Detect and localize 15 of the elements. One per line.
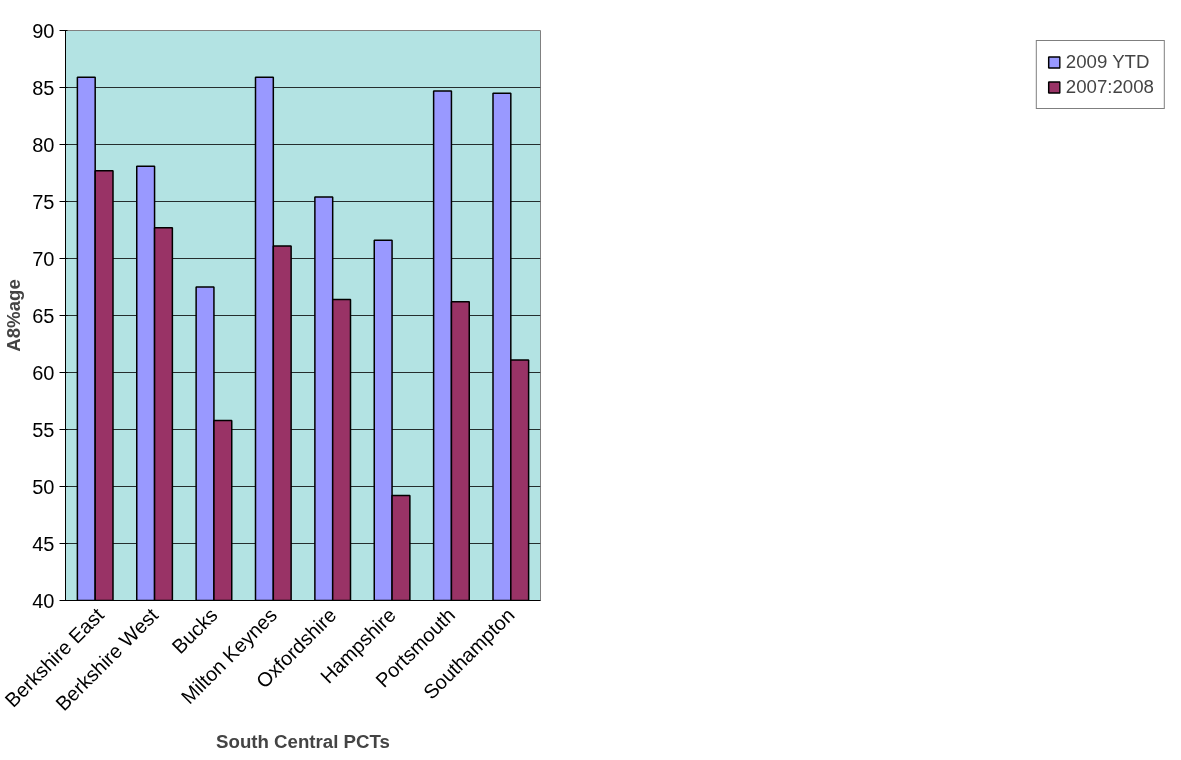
y-tick-label: 50: [32, 475, 55, 498]
legend-label: 2009 YTD: [1065, 51, 1150, 73]
y-tick-label: 80: [32, 133, 55, 156]
y-tick-label: 90: [32, 19, 55, 42]
y-tick-label: 65: [32, 304, 55, 327]
y-tick-label: 70: [32, 247, 55, 270]
y-tick-label: 40: [32, 589, 55, 612]
y-tick-label: 75: [32, 190, 55, 213]
x-axis-title: South Central PCTs: [216, 730, 390, 752]
y-tick-label: 45: [32, 532, 55, 555]
y-axis-title: A8%age: [3, 279, 25, 352]
y-tick-label: 85: [32, 76, 55, 99]
legend-label: 2007:2008: [1065, 76, 1154, 98]
y-tick-label: 55: [32, 418, 55, 441]
y-tick-label: 60: [32, 361, 55, 384]
